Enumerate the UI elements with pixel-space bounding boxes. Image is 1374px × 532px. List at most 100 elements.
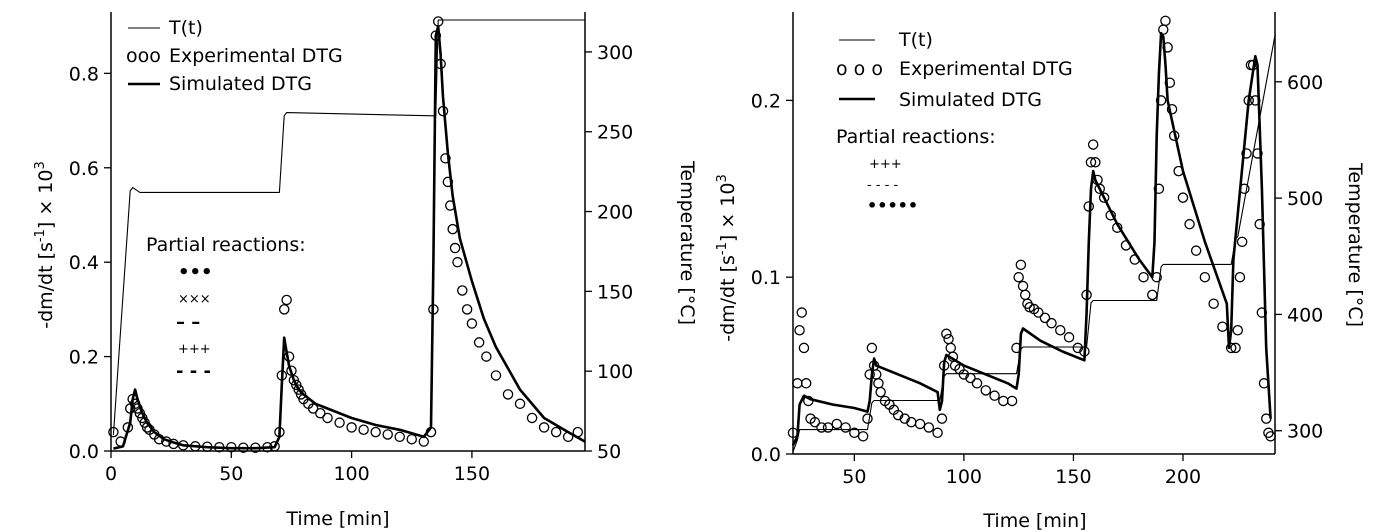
data-point xyxy=(1190,245,1202,256)
right-chart-series xyxy=(787,15,1276,452)
data-point xyxy=(514,398,526,410)
data-point xyxy=(490,370,502,381)
data-point xyxy=(406,433,418,445)
data-point xyxy=(281,294,292,306)
data-point xyxy=(1184,218,1195,230)
right-chart-x-label: Time [min] xyxy=(982,510,1086,532)
data-point xyxy=(914,418,926,430)
data-point xyxy=(1265,431,1276,442)
data-point xyxy=(873,378,884,389)
legend-label-experimental: Experimental DTG xyxy=(899,58,1073,80)
data-point xyxy=(1046,317,1057,329)
data-point xyxy=(936,413,948,424)
data-point xyxy=(980,385,992,396)
y2-tick-label: 150 xyxy=(597,281,633,303)
legend-label-temperature: T(t) xyxy=(168,17,203,39)
series-experimental-dtg xyxy=(787,15,1276,442)
x-tick-label: 150 xyxy=(1055,466,1091,488)
data-point xyxy=(1252,148,1263,159)
series-simulated-dtg xyxy=(791,31,1272,446)
data-point xyxy=(1234,271,1246,283)
data-point xyxy=(1236,236,1248,248)
left-chart-ticks: 0 50 100 150 0.0 0.2 0.4 0.6 0.8 50 100 150 200 250 30… xyxy=(69,42,633,485)
data-point xyxy=(965,372,976,384)
data-point xyxy=(394,431,405,443)
series-t-t xyxy=(112,19,585,436)
right-partial-reactions-markers: +++ - - - - ••••• xyxy=(867,157,918,215)
data-point xyxy=(481,351,492,362)
data-point xyxy=(998,395,1009,407)
partial-marker-thin-dash: - - - - xyxy=(867,178,898,193)
data-point xyxy=(1072,342,1084,354)
data-point xyxy=(1013,271,1024,283)
data-point xyxy=(322,412,333,424)
data-point xyxy=(1199,271,1211,283)
data-point xyxy=(809,416,821,428)
data-point xyxy=(822,422,834,433)
left-partial-reactions-title: Partial reactions: xyxy=(146,234,306,256)
data-point xyxy=(440,153,451,164)
data-point xyxy=(466,318,478,329)
data-point xyxy=(1063,332,1075,343)
data-point xyxy=(945,342,956,354)
left-chart-legend: T(t) ooo Experimental DTG Simulated DTG xyxy=(126,17,343,95)
data-point xyxy=(816,422,827,433)
data-point xyxy=(1039,312,1051,324)
data-point xyxy=(1177,192,1189,203)
data-point xyxy=(461,304,473,315)
legend-label-experimental: Experimental DTG xyxy=(169,45,343,67)
data-point xyxy=(1232,324,1244,336)
data-point xyxy=(857,431,869,442)
data-point xyxy=(1015,259,1027,271)
data-point xyxy=(989,390,1000,401)
data-point xyxy=(875,386,886,398)
y-tick-label: 0.8 xyxy=(69,63,99,85)
data-point xyxy=(1019,289,1031,301)
data-point xyxy=(358,424,369,436)
y-tick-label: 0.4 xyxy=(69,252,99,274)
data-point xyxy=(1217,321,1228,332)
data-point xyxy=(108,426,119,438)
data-point xyxy=(1164,77,1176,88)
data-point xyxy=(1033,307,1044,318)
y2-tick-label: 200 xyxy=(597,202,633,224)
data-point xyxy=(452,256,463,268)
data-point xyxy=(1098,192,1110,203)
right-chart: 50 100 150 200 0.0 0.1 0.2 300 400 500 600 Time [m… xyxy=(715,12,1366,532)
series-t-t xyxy=(792,35,1276,452)
data-point xyxy=(899,413,910,424)
data-point xyxy=(447,223,458,235)
y-tick-label: 0.0 xyxy=(69,441,99,463)
y2-tick-label: 300 xyxy=(597,42,633,64)
right-chart-legend: T(t) o o o Experimental DTG Simulated DT… xyxy=(836,29,1073,111)
data-point xyxy=(473,337,485,348)
data-point xyxy=(502,389,514,400)
data-point xyxy=(538,422,550,433)
data-point xyxy=(864,369,875,380)
y2-tick-label: 600 xyxy=(1287,72,1323,94)
data-point xyxy=(1225,342,1237,354)
x-tick-label: 200 xyxy=(1165,466,1201,488)
series-simulated-dtg xyxy=(113,24,586,450)
data-point xyxy=(1085,157,1097,168)
y2-tick-label: 400 xyxy=(1287,304,1323,326)
data-point xyxy=(1260,413,1272,424)
data-point xyxy=(892,409,904,421)
y2-tick-label: 500 xyxy=(1287,188,1323,210)
data-point xyxy=(457,285,468,296)
y2-tick-label: 50 xyxy=(597,441,621,463)
data-point xyxy=(800,378,812,389)
y2-tick-label: 100 xyxy=(597,361,633,383)
data-point xyxy=(307,403,319,414)
data-point xyxy=(923,422,935,433)
data-point xyxy=(382,429,393,440)
data-point xyxy=(1147,289,1158,301)
right-partial-reactions-title: Partial reactions: xyxy=(836,126,996,148)
x-tick-label: 100 xyxy=(946,466,982,488)
data-point xyxy=(1208,298,1219,309)
data-point xyxy=(550,426,562,438)
data-point xyxy=(1166,103,1178,115)
y-tick-label: 0.6 xyxy=(69,158,99,180)
data-point xyxy=(346,422,357,433)
